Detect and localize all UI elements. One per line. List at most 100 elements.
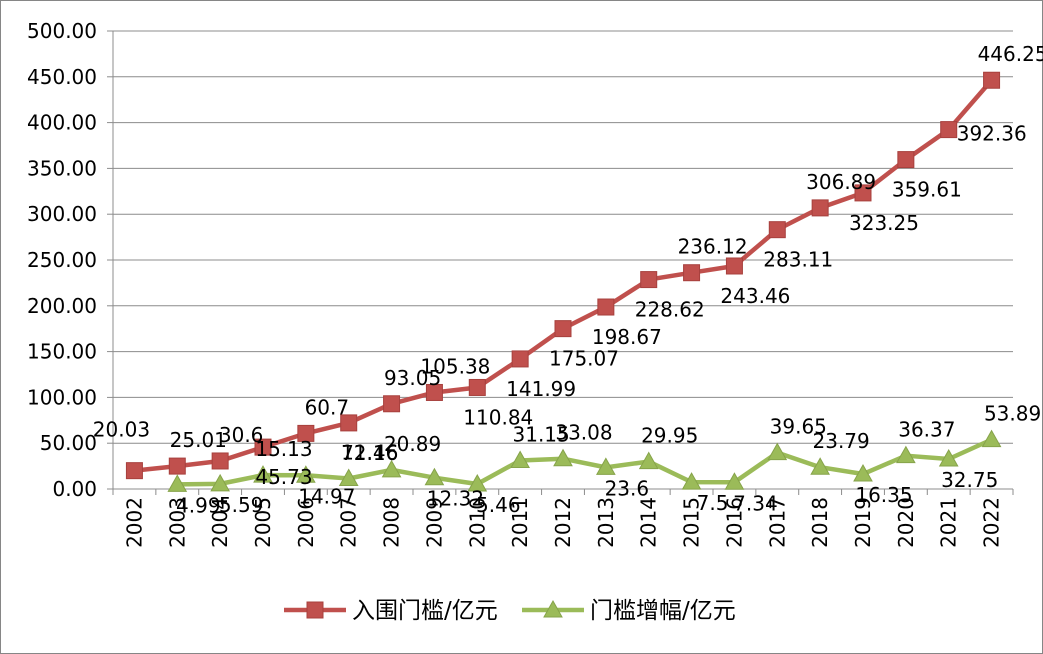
data-label: 5.59 xyxy=(219,493,264,517)
triangle-marker xyxy=(810,457,830,475)
x-tick-label: 2013 xyxy=(594,497,618,548)
x-tick-label: 2020 xyxy=(894,497,918,548)
square-marker xyxy=(768,221,786,239)
triangle-marker xyxy=(638,451,659,470)
square-marker xyxy=(597,298,615,316)
x-tick-label: 2014 xyxy=(637,497,661,548)
triangle-marker xyxy=(167,474,188,492)
square-marker xyxy=(468,378,486,396)
data-label: 36.37 xyxy=(898,418,955,442)
data-label: 446.25 xyxy=(978,42,1043,66)
y-tick-label: 400.00 xyxy=(27,111,97,135)
x-tick-label: 2004 xyxy=(208,497,232,548)
data-label: 359.61 xyxy=(892,178,962,202)
square-marker xyxy=(811,199,829,217)
triangle-marker xyxy=(853,464,873,482)
x-tick-label: 2008 xyxy=(380,497,404,548)
triangle-marker xyxy=(981,429,1002,448)
data-label: 141.99 xyxy=(506,377,576,401)
data-label: 283.11 xyxy=(763,248,833,272)
x-tick-label: 2017 xyxy=(765,497,789,548)
data-label: 15.13 xyxy=(255,437,312,461)
x-tick-label: 2018 xyxy=(808,497,832,548)
data-label: 25.01 xyxy=(170,428,227,452)
x-axis-ticks: 2002 2003 2004 2005 2006 2007 2008 2009 2010 2011… xyxy=(112,489,1014,548)
square-marker xyxy=(211,452,229,470)
x-tick-label: 2009 xyxy=(422,497,446,548)
x-tick-label: 2010 xyxy=(465,497,489,548)
triangle-marker xyxy=(896,445,916,464)
data-label: 33.08 xyxy=(555,421,612,445)
triangle-marker xyxy=(767,442,788,461)
x-tick-label: 2016 xyxy=(722,497,746,548)
data-label: 16.35 xyxy=(855,483,912,507)
data-label: 20.89 xyxy=(384,432,441,456)
x-tick-label: 2019 xyxy=(851,497,875,548)
x-tick-label: 2006 xyxy=(294,497,318,548)
y-tick-label: 500.00 xyxy=(27,19,97,43)
data-label: 7.34 xyxy=(733,491,778,515)
series-line-0 xyxy=(134,78,994,473)
data-label: 392.36 xyxy=(957,122,1027,146)
x-tick-label: 2003 xyxy=(165,497,189,548)
triangle-marker xyxy=(210,473,230,492)
data-label: 14.97 xyxy=(298,484,355,508)
y-tick-label: 450.00 xyxy=(27,65,97,89)
square-marker xyxy=(306,601,324,619)
data-label: 45.73 xyxy=(255,465,312,489)
x-tick-label: 2011 xyxy=(508,497,532,548)
square-marker xyxy=(125,462,143,480)
series-layer xyxy=(125,71,1002,492)
triangle-marker xyxy=(467,473,488,492)
data-label: 105.38 xyxy=(420,354,490,378)
y-tick-label: 150.00 xyxy=(27,340,97,364)
y-tick-label: 0.00 xyxy=(52,477,97,501)
data-label: 228.62 xyxy=(635,298,705,322)
data-label: 23.79 xyxy=(813,429,870,453)
triangle-marker xyxy=(424,467,445,486)
data-label: 30.6 xyxy=(219,423,264,447)
x-tick-label: 2021 xyxy=(937,497,961,548)
data-label: 306.89 xyxy=(806,170,876,194)
legend-label-series-1: 入围门槛/亿元 xyxy=(352,598,498,624)
square-marker xyxy=(983,71,1001,89)
triangle-marker xyxy=(253,465,273,483)
data-label: 31.15 xyxy=(513,422,570,446)
data-label: 39.65 xyxy=(770,415,827,439)
square-marker xyxy=(683,264,701,282)
data-label: 60.7 xyxy=(305,395,350,419)
triangle-marker xyxy=(596,457,616,475)
square-marker xyxy=(897,151,915,169)
y-tick-label: 200.00 xyxy=(27,294,97,318)
square-marker xyxy=(383,395,401,413)
triangle-marker xyxy=(681,472,702,490)
y-tick-label: 50.00 xyxy=(40,431,97,455)
triangle-marker xyxy=(553,448,573,467)
y-tick-label: 100.00 xyxy=(27,385,97,409)
triangle-marker xyxy=(510,450,530,468)
square-marker xyxy=(340,414,358,432)
data-label: 32.75 xyxy=(941,468,998,492)
data-label: 53.89 xyxy=(984,402,1041,426)
y-tick-label: 350.00 xyxy=(27,156,97,180)
square-marker xyxy=(425,383,443,401)
data-label: 72.16 xyxy=(341,441,398,465)
data-label: 11.46 xyxy=(341,441,398,465)
square-marker xyxy=(168,457,186,475)
x-tick-label: 2007 xyxy=(337,497,361,548)
triangle-marker xyxy=(296,465,316,483)
data-label: 243.46 xyxy=(720,284,790,308)
x-tick-label: 2022 xyxy=(980,497,1004,548)
data-label: 5.46 xyxy=(476,493,521,517)
x-tick-label: 2005 xyxy=(251,497,275,548)
data-label: 93.05 xyxy=(384,366,441,390)
data-label: 110.84 xyxy=(463,405,533,429)
data-label: 23.6 xyxy=(605,476,650,500)
square-marker xyxy=(554,320,572,338)
x-tick-label: 2002 xyxy=(122,497,146,548)
y-axis-ticks: 0.00 50.00 100.00 150.00 200.00 250.00 300.00 3… xyxy=(27,19,113,501)
square-marker xyxy=(511,350,529,368)
x-tick-label: 2012 xyxy=(551,497,575,548)
